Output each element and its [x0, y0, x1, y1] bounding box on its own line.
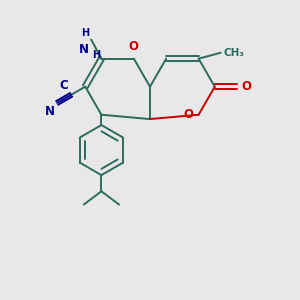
Text: H: H [82, 28, 90, 38]
Text: O: O [183, 108, 193, 121]
Text: O: O [241, 80, 251, 93]
Text: C: C [59, 79, 68, 92]
Text: H: H [93, 50, 101, 60]
Text: O: O [129, 40, 139, 53]
Text: N: N [45, 105, 55, 118]
Text: N: N [79, 43, 89, 56]
Text: CH₃: CH₃ [224, 48, 244, 58]
